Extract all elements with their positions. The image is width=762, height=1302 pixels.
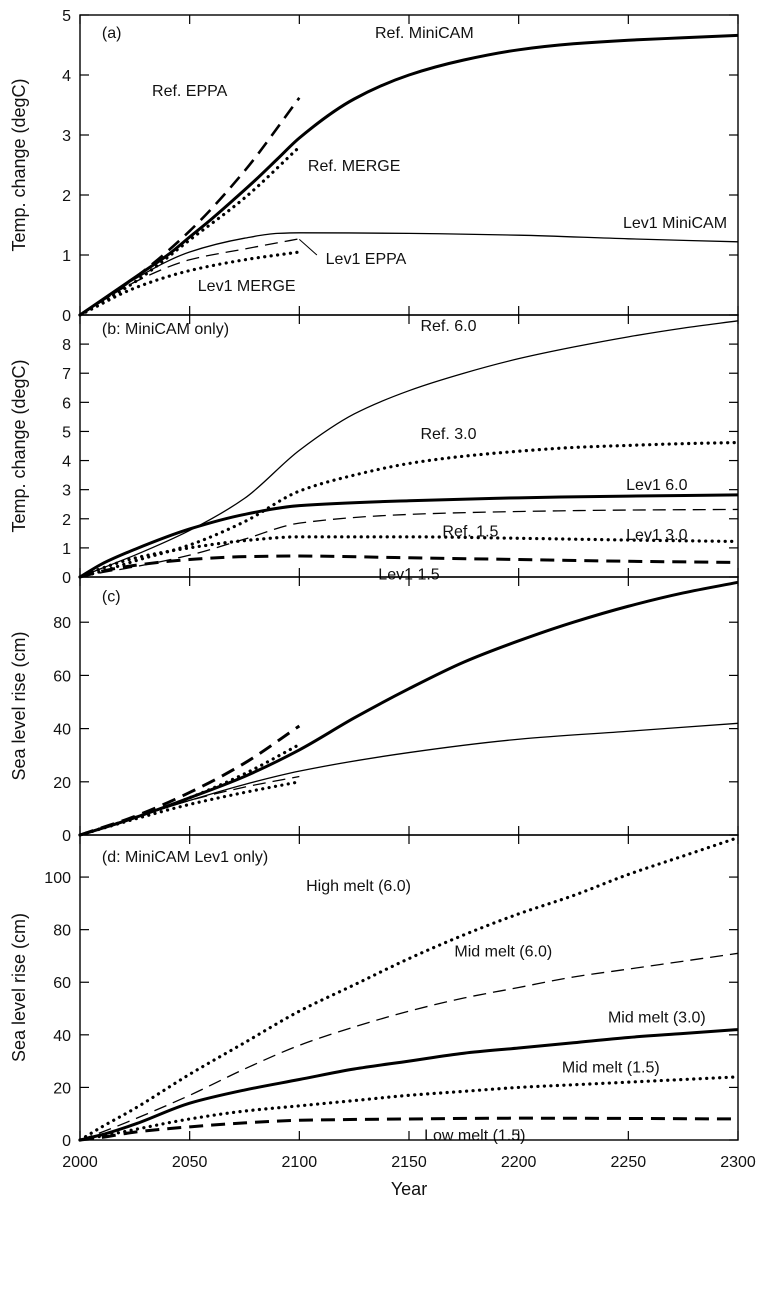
y-tick-label: 100 [44, 870, 71, 887]
series-annotation: Ref. 6.0 [420, 318, 476, 335]
x-tick-label: 2100 [282, 1154, 318, 1171]
x-tick-label: 2150 [391, 1154, 427, 1171]
series-annotation: Lev1 MERGE [198, 278, 296, 295]
series-annotation: Lev1 MiniCAM [623, 215, 727, 232]
y-tick-label: 8 [62, 337, 71, 354]
y-axis-title: Sea level rise (cm) [9, 631, 29, 780]
series-line-4 [79, 232, 739, 316]
y-tick-label: 0 [62, 570, 71, 587]
series-line-3 [79, 1028, 739, 1142]
y-tick-label: 5 [62, 424, 71, 441]
series-annotation: Lev1 1.5 [378, 567, 439, 584]
y-tick-label: 3 [62, 483, 71, 500]
series-line-1 [79, 320, 739, 578]
y-tick-label: 40 [53, 722, 71, 739]
panel-3: 0 20 40 60 80 (c) Sea level rise (cm) [9, 576, 739, 845]
y-tick-label: 0 [62, 1133, 71, 1150]
y-tick-label: 60 [53, 668, 71, 685]
series-line-2 [79, 724, 301, 837]
y-axis-title: Temp. change (degC) [9, 78, 29, 251]
y-tick-label: 4 [62, 68, 71, 85]
series-annotation: High melt (6.0) [306, 878, 411, 895]
y-tick-label: 2 [62, 512, 71, 529]
y-tick-label: 3 [62, 128, 71, 145]
panel-frame [79, 576, 739, 836]
series-annotation: Ref. 1.5 [442, 523, 498, 540]
panel-label: (d: MiniCAM Lev1 only) [102, 849, 268, 866]
series-line-4 [79, 722, 739, 836]
panel-frame [79, 834, 739, 1141]
panel-4: 0 20 40 60 80 100 2000 2050 2100 2150 2200 2250 2300… [9, 834, 756, 1199]
series-annotation: Ref. EPPA [152, 83, 228, 100]
series-annotation: Mid melt (3.0) [608, 1009, 706, 1026]
y-tick-label: 2 [62, 188, 71, 205]
series-line-1 [79, 580, 739, 837]
y-tick-label: 6 [62, 395, 71, 412]
series-annotation: Ref. MERGE [308, 158, 400, 175]
y-tick-label: 7 [62, 366, 71, 383]
series-line-6 [78, 250, 301, 317]
panel-label: (c) [102, 589, 121, 606]
series-line-3 [78, 742, 301, 837]
y-axis-title: Temp. change (degC) [9, 359, 29, 532]
panel-2: 0 1 2 3 4 5 6 7 8 (b: MiniCAM only) Ref. 6.0 Ref. 3… [9, 314, 740, 587]
x-tick-label: 2300 [720, 1154, 756, 1171]
panel-label: (a) [102, 25, 122, 42]
series-line-5 [79, 238, 300, 316]
y-tick-label: 0 [62, 828, 71, 845]
y-tick-label: 80 [53, 615, 71, 632]
series-line-1 [78, 836, 740, 1142]
series-annotation: Ref. MiniCAM [375, 25, 474, 42]
series-line-4 [79, 508, 739, 578]
series-line-3 [78, 145, 301, 317]
series-line-5 [79, 1116, 739, 1142]
x-tick-label: 2050 [172, 1154, 208, 1171]
series-annotation: Lev1 3.0 [626, 527, 687, 544]
series-line-6 [79, 554, 739, 579]
y-tick-label: 40 [53, 1028, 71, 1045]
panel-label: (b: MiniCAM only) [102, 321, 229, 338]
series-line-3 [79, 493, 739, 579]
x-tick-label: 2000 [62, 1154, 98, 1171]
x-tick-label: 2200 [501, 1154, 537, 1171]
series-line-4 [78, 1075, 740, 1142]
y-tick-label: 60 [53, 975, 71, 992]
y-axis-title: Sea level rise (cm) [9, 913, 29, 1062]
series-annotation: Low melt (1.5) [424, 1128, 525, 1145]
y-tick-label: 1 [62, 541, 71, 558]
series-line-1 [79, 33, 739, 317]
y-tick-label: 4 [62, 454, 71, 471]
series-line-5 [79, 775, 300, 836]
panel-1: 0 1 2 3 4 5 (a) Ref. MiniCAM Ref. EPPA Ref. MERGE… [9, 8, 739, 325]
y-tick-label: 5 [62, 8, 71, 25]
y-tick-label: 1 [62, 248, 71, 265]
series-line-6 [78, 780, 301, 837]
series-annotation: Lev1 6.0 [626, 477, 687, 494]
y-tick-label: 20 [53, 775, 71, 792]
y-tick-label: 0 [62, 308, 71, 325]
panel-frame [79, 14, 739, 316]
y-tick-label: 20 [53, 1080, 71, 1097]
series-annotation: Lev1 EPPA [326, 251, 407, 268]
series-line-2 [79, 952, 739, 1141]
series-annotation: Mid melt (1.5) [562, 1059, 660, 1076]
leader-line [299, 239, 318, 256]
x-tick-label: 2250 [611, 1154, 647, 1171]
series-annotation: Mid melt (6.0) [454, 944, 552, 961]
series-annotation: Ref. 3.0 [420, 426, 476, 443]
x-axis-title: Year [391, 1179, 427, 1199]
y-tick-label: 80 [53, 923, 71, 940]
series-line-2 [78, 440, 740, 579]
